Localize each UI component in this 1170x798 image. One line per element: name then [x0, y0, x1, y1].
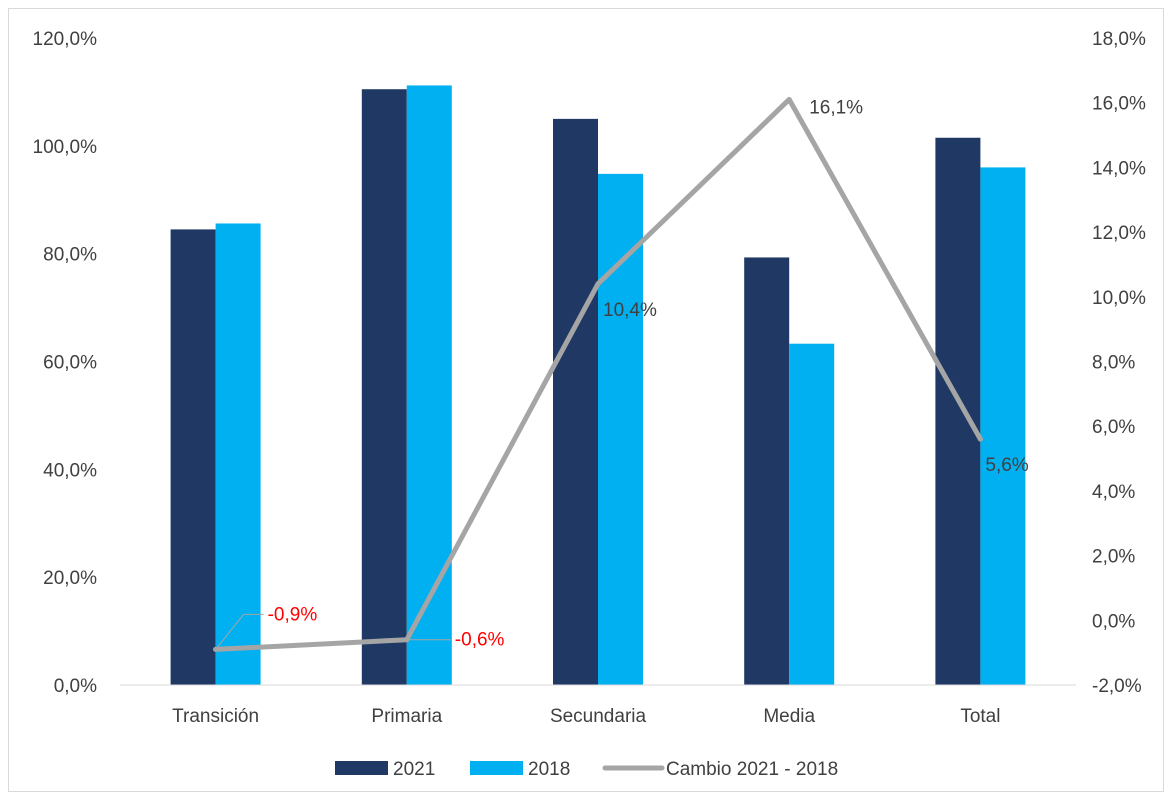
x-category-label: Media: [763, 706, 815, 727]
bar-2018: [215, 223, 261, 685]
bar-2021: [361, 89, 407, 686]
line-point: [595, 281, 601, 287]
bar-2018: [980, 167, 1026, 685]
bar-2021: [935, 137, 981, 685]
legend-label-2021: 2021: [393, 759, 435, 780]
y-right-tick-label: 12,0%: [1092, 223, 1146, 244]
bar-2021: [170, 229, 216, 685]
x-category-label: Transición: [172, 706, 259, 727]
y-right-tick-label: 8,0%: [1092, 353, 1135, 374]
bar-2021: [553, 118, 598, 685]
y-left-tick-label: 120,0%: [33, 29, 98, 50]
data-label-leader-line: [215, 613, 264, 650]
line-data-label: 16,1%: [809, 97, 863, 118]
legend-label-cambio: Cambio 2021 - 2018: [666, 759, 838, 780]
y-left-tick-label: 40,0%: [43, 460, 97, 481]
y-left-tick-label: 80,0%: [43, 245, 97, 266]
line-data-label: 10,4%: [603, 300, 657, 321]
y-right-tick-label: 16,0%: [1092, 94, 1146, 115]
y-left-tick-label: 100,0%: [33, 137, 98, 158]
y-right-tick-label: 0,0%: [1092, 611, 1135, 632]
line-data-label: 5,6%: [985, 455, 1028, 476]
y-left-tick-label: 0,0%: [54, 676, 97, 697]
line-point: [786, 96, 792, 102]
legend-swatch-2018: [470, 761, 523, 775]
bar-2018: [406, 85, 452, 686]
line-point: [977, 436, 983, 442]
bar-2021: [744, 257, 790, 685]
y-right-tick-label: 18,0%: [1092, 29, 1146, 50]
bar-2018: [789, 343, 835, 685]
x-category-label: Primaria: [371, 706, 442, 727]
legend-label-2018: 2018: [528, 759, 570, 780]
y-right-tick-label: 6,0%: [1092, 417, 1135, 438]
y-left-tick-label: 20,0%: [43, 568, 97, 589]
legend-swatch-2021: [335, 761, 388, 775]
y-right-tick-label: 2,0%: [1092, 547, 1135, 568]
y-left-tick-label: 60,0%: [43, 353, 97, 374]
y-right-tick-label: 10,0%: [1092, 288, 1146, 309]
y-right-tick-label: 14,0%: [1092, 158, 1146, 179]
y-right-tick-label: -2,0%: [1092, 676, 1142, 697]
x-category-label: Total: [960, 706, 1000, 727]
line-data-label: -0,6%: [455, 630, 505, 651]
x-category-label: Secundaria: [550, 706, 647, 727]
y-right-tick-label: 4,0%: [1092, 482, 1135, 503]
line-data-label: -0,9%: [268, 604, 318, 625]
bar-2018: [598, 173, 643, 685]
